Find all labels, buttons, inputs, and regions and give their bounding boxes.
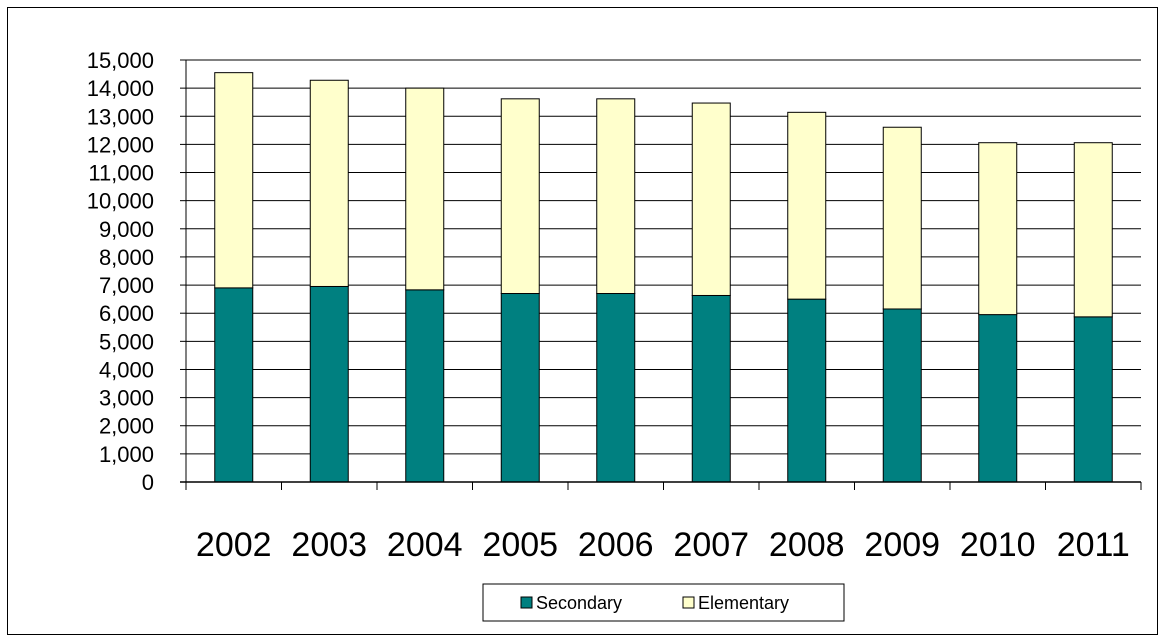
chart-frame	[7, 7, 1158, 635]
y-tick-label: 6,000	[99, 301, 154, 326]
bar-secondary-2007	[691, 294, 731, 483]
bar-layer	[214, 72, 1113, 483]
y-tick-label: 2,000	[99, 414, 154, 439]
y-tick-label: 1,000	[99, 442, 154, 467]
y-tick-label: 4,000	[99, 357, 154, 382]
bar-elementary-2002	[214, 72, 254, 289]
legend-swatch-elementary	[682, 596, 695, 609]
bar-secondary-2002	[214, 287, 254, 483]
x-category-label: 2006	[578, 526, 654, 564]
y-tick-label: 8,000	[99, 245, 154, 270]
x-category-label: 2002	[196, 526, 272, 564]
x-category-label: 2011	[1057, 526, 1130, 564]
bar-elementary-2009	[882, 126, 922, 310]
bar-elementary-2008	[787, 111, 827, 300]
bar-secondary-2011	[1073, 316, 1113, 483]
bar-elementary-2006	[596, 98, 636, 295]
x-category-label: 2008	[769, 526, 845, 564]
y-tick-label: 12,000	[87, 132, 154, 157]
bar-elementary-2007	[691, 102, 731, 296]
y-tick-label: 0	[142, 470, 154, 495]
legend-label-elementary: Elementary	[698, 593, 789, 613]
y-tick-label: 13,000	[87, 104, 154, 129]
x-category-label: 2005	[482, 526, 558, 564]
bar-elementary-2003	[309, 79, 349, 287]
bar-secondary-2003	[309, 285, 349, 483]
y-tick-label: 3,000	[99, 386, 154, 411]
y-tick-label: 5,000	[99, 329, 154, 354]
y-tick-label: 7,000	[99, 273, 154, 298]
legend: Secondary Elementary	[482, 583, 845, 622]
x-category-label: 2007	[673, 526, 749, 564]
legend-label-secondary: Secondary	[536, 593, 622, 613]
bar-secondary-2008	[787, 298, 827, 483]
bar-secondary-2006	[596, 293, 636, 483]
bar-secondary-2004	[405, 289, 445, 483]
y-tick-label: 9,000	[99, 217, 154, 242]
x-category-label: 2009	[864, 526, 940, 564]
y-tick-label: 14,000	[87, 76, 154, 101]
y-tick-label: 15,000	[87, 48, 154, 73]
x-category-label: 2010	[960, 526, 1036, 564]
bar-elementary-2010	[978, 142, 1018, 316]
y-tick-label: 10,000	[87, 189, 154, 214]
legend-box	[482, 583, 845, 622]
bar-secondary-2010	[978, 314, 1018, 483]
y-tick-label: 11,000	[88, 161, 154, 186]
x-category-label: 2003	[291, 526, 367, 564]
bar-elementary-2005	[500, 98, 540, 295]
bar-secondary-2009	[882, 308, 922, 483]
axis-layer: 0 1,000 2,000 3,000 4,000 5,000 6,000 7,000 8,00…	[87, 48, 1142, 564]
legend-swatch-secondary	[520, 596, 533, 609]
x-category-label: 2004	[387, 526, 463, 564]
bar-elementary-2004	[405, 87, 445, 291]
bar-secondary-2005	[500, 293, 540, 483]
bar-elementary-2011	[1073, 142, 1113, 318]
